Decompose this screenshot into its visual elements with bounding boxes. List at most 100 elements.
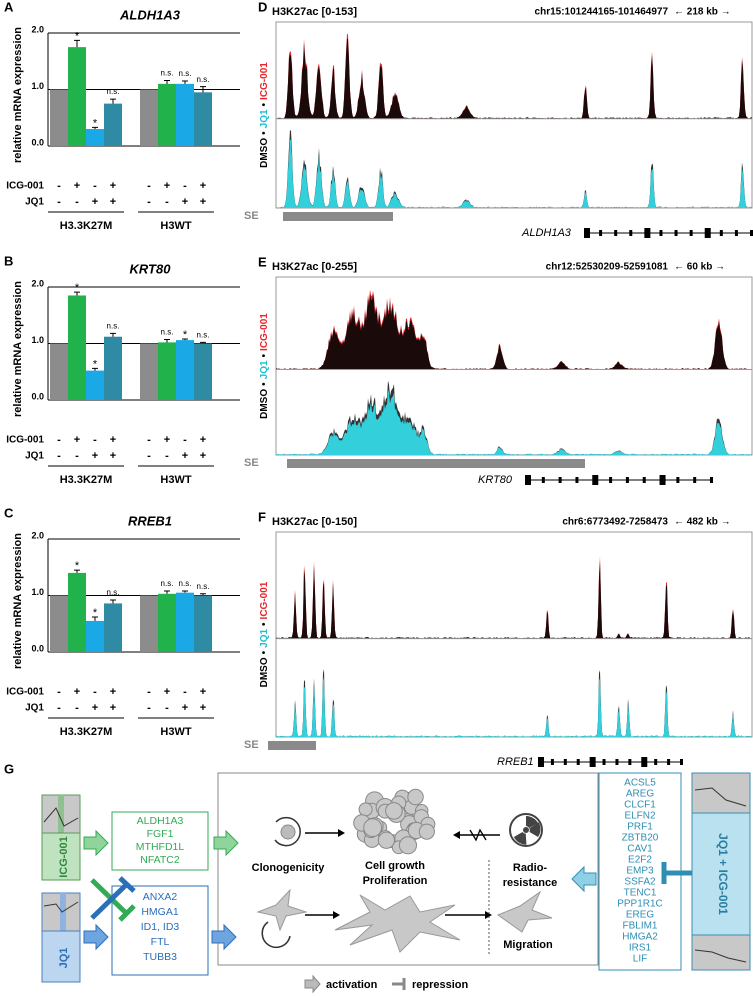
treatment-sign: - [75, 702, 79, 714]
gene-list-item: PRF1 [627, 822, 653, 833]
error-bar [110, 98, 116, 104]
row-label: JQ1 [25, 197, 44, 208]
cells [256, 788, 553, 955]
gene-list-item: CLCF1 [624, 800, 656, 811]
y-tick-label: 0.0 [31, 643, 44, 653]
se-bar [287, 459, 585, 468]
significance-label: n.s. [107, 588, 120, 597]
gene-name: RREB1 [497, 756, 534, 768]
panel-letter: C [4, 505, 14, 520]
error-bar [110, 599, 116, 604]
exon [525, 475, 531, 485]
arrow [211, 923, 237, 951]
treatment-sign: - [75, 450, 79, 462]
treatment-sign: + [200, 450, 206, 462]
row-label: ICG-001 [6, 687, 44, 698]
bar [86, 620, 104, 652]
significance-label: * [93, 607, 98, 619]
arrow [83, 829, 109, 857]
track-scale: ← 60 kb → [674, 262, 725, 273]
error-bar [164, 339, 170, 343]
treatment-sign: + [92, 702, 98, 714]
gene-list-item: FTL [151, 936, 170, 948]
exon [642, 477, 646, 483]
exon [629, 230, 633, 236]
se-label: SE [244, 457, 259, 469]
treatment-sign: - [57, 434, 61, 446]
bar [68, 47, 86, 146]
treatment-sign: - [165, 702, 169, 714]
bar [104, 603, 122, 652]
panel-letter: F [258, 509, 266, 524]
treatment-label: ICG-001 [58, 836, 70, 878]
gene-list-item: AREG [626, 789, 655, 800]
treatment-sign: - [183, 686, 187, 698]
treatment-sign: - [147, 686, 151, 698]
gene-list-item: E2F2 [628, 855, 652, 866]
gene-name: ALDH1A3 [521, 227, 572, 239]
treatment-sign: + [74, 686, 80, 698]
arrow [571, 865, 597, 893]
gene-list-item: IRS1 [629, 943, 652, 954]
track-legend-part: DMSO [259, 657, 270, 687]
error-bar [74, 569, 80, 573]
y-axis-label: relative mRNA expression [12, 533, 24, 669]
exon [614, 230, 618, 236]
track-legend: DMSO • JQ1 • ICG-001 [259, 581, 270, 687]
significance-label: n.s. [161, 328, 174, 337]
track-frame [275, 531, 753, 738]
inhibition-cross [90, 862, 692, 922]
gene-list-item: ID1, ID3 [141, 921, 180, 933]
gene-list-item: ELFN2 [624, 811, 656, 822]
treatment-sign: + [164, 686, 170, 698]
significance-label: * [183, 329, 188, 341]
treatment-sign: - [75, 196, 79, 208]
arrow [83, 923, 109, 951]
y-axis-label: relative mRNA expression [12, 281, 24, 417]
exon [563, 759, 567, 765]
error-bar [182, 590, 188, 593]
panel-letter: D [258, 0, 267, 14]
significance-label: * [75, 30, 80, 42]
bar [140, 89, 158, 146]
jq1-thumb [41, 892, 81, 983]
treatment-sign: + [110, 450, 116, 462]
gene-list-item: TUBB3 [143, 951, 177, 963]
exon [576, 759, 580, 765]
treatment-sign: + [200, 686, 206, 698]
gene-name: KRT80 [478, 474, 513, 486]
y-tick-label: 0.0 [31, 137, 44, 147]
error-bar [182, 338, 188, 341]
significance-label: n.s. [107, 87, 120, 96]
significance-label: * [75, 560, 80, 572]
significance-label: * [75, 282, 80, 294]
chart-title: KRT80 [130, 261, 172, 276]
treatment-sign: + [200, 434, 206, 446]
jq1-gene-box [111, 885, 209, 976]
treatment-sign: - [147, 450, 151, 462]
track-scale: ← 482 kb → [674, 517, 731, 528]
error-bar [74, 39, 80, 48]
treatment-sign: + [74, 180, 80, 192]
exon [615, 759, 619, 765]
phenotype-label: resistance [503, 877, 557, 889]
gene-list-item: PPP1R1C [617, 899, 663, 910]
treatment-sign: - [147, 434, 151, 446]
exon [641, 757, 648, 767]
track-title: H3K27ac [0-150] [272, 516, 357, 528]
legend-label: activation [326, 979, 378, 991]
se-bar [283, 212, 393, 221]
treatment-sign: - [147, 702, 151, 714]
significance-label: n.s. [179, 69, 192, 78]
track-legend-part: • [259, 650, 270, 654]
track-legend: DMSO • JQ1 • ICG-001 [259, 313, 270, 419]
chart-title: RREB1 [128, 513, 172, 528]
bar [194, 343, 212, 400]
error-bar [164, 79, 170, 84]
bar [104, 336, 122, 400]
gene-list-item: NFATC2 [140, 854, 180, 866]
track-legend-part: JQ1 [259, 109, 270, 128]
exon [667, 759, 671, 765]
icg-thumb [41, 794, 81, 881]
significance-label: * [93, 117, 98, 129]
